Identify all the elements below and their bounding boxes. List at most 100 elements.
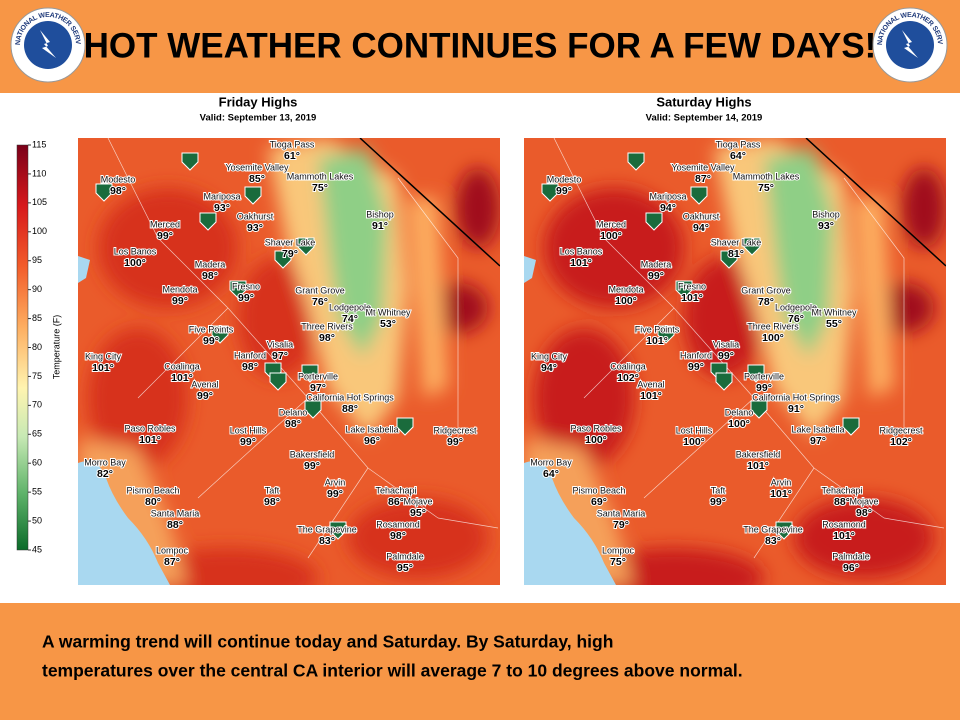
city-name: Lost Hills — [676, 425, 713, 435]
city-name: Bishop — [812, 209, 840, 219]
city-temp: 99° — [710, 496, 726, 508]
highway-shield — [199, 212, 217, 231]
colorbar-label: Temperature (F) — [51, 315, 61, 380]
city-temp: 97° — [810, 435, 826, 447]
city-name: Shaver Lake — [265, 237, 316, 247]
city-name: Los Banos — [114, 246, 157, 256]
city-temp: 55° — [826, 318, 842, 330]
city-name: Fresno — [232, 281, 260, 291]
city-name: Tehachapi — [821, 485, 862, 495]
highway-shield — [304, 400, 322, 419]
city-temp: 83° — [319, 535, 335, 547]
city-temp: 79° — [282, 248, 298, 260]
city-temp: 99° — [304, 460, 320, 472]
highway-shield — [645, 212, 663, 231]
highway-shield — [297, 237, 315, 256]
city-name: Five Points — [635, 324, 680, 334]
highway-shield — [750, 400, 768, 419]
city-temp: 99° — [688, 361, 704, 373]
county-lines — [107, 138, 499, 559]
cold-sierra — [764, 148, 834, 358]
ocean — [78, 461, 170, 585]
city-name: Arvin — [325, 477, 346, 487]
city-name: Fresno — [678, 281, 706, 291]
city-name: Merced — [150, 219, 180, 229]
city-name: Coalinga — [164, 361, 200, 371]
city-temp: 99° — [756, 382, 772, 394]
city-name: Lost Hills — [230, 425, 267, 435]
city-temp: 97° — [272, 350, 288, 362]
county-lines — [553, 138, 945, 559]
highway-shield — [720, 250, 738, 269]
city-temp: 96° — [843, 562, 859, 574]
city-name: The Grapevine — [297, 524, 357, 534]
city-name: Los Banos — [560, 246, 603, 256]
city-temp: 80° — [145, 496, 161, 508]
city-name: Palmdale — [832, 551, 870, 561]
city-temp: 95° — [397, 562, 413, 574]
city-name: Yosemite Valley — [225, 162, 289, 172]
highway-shield — [274, 250, 292, 269]
city-name: Grant Grove — [295, 285, 345, 295]
highway-shield — [269, 372, 287, 391]
city-temp: 91° — [372, 220, 388, 232]
city-temp: 99° — [172, 295, 188, 307]
city-name: Paso Robles — [570, 423, 622, 433]
city-name: Ridgecrest — [433, 425, 477, 435]
highway-shield — [627, 152, 645, 171]
ocean — [524, 461, 616, 585]
map-valid: Valid: September 14, 2019 — [646, 113, 763, 124]
highway-shield — [657, 325, 675, 344]
highway-shield — [675, 280, 693, 299]
city-temp: 102° — [890, 436, 912, 448]
city-name: Three Rivers — [301, 321, 353, 331]
city-temp: 100° — [585, 434, 607, 446]
highway-shield — [541, 183, 559, 202]
city-temp: 99° — [447, 436, 463, 448]
city-temp: 99° — [648, 270, 664, 282]
city-name: Shaver Lake — [711, 237, 762, 247]
city-temp: 76° — [312, 296, 328, 308]
city-temp: 75° — [610, 556, 626, 568]
city-name: Coalinga — [610, 361, 646, 371]
city-temp: 87° — [164, 556, 180, 568]
city-name: The Grapevine — [743, 524, 803, 534]
city-name: King City — [85, 351, 122, 361]
city-name: Lodgepole — [329, 302, 371, 312]
highway-shield — [301, 364, 319, 383]
logo-bolt — [902, 30, 918, 58]
highway-shield — [229, 280, 247, 299]
colorbar-tick-label: 100 — [32, 226, 47, 236]
city-temp: 64° — [543, 468, 559, 480]
city-temp: 101° — [92, 362, 114, 374]
city-temp: 96° — [364, 435, 380, 447]
city-temp: 64° — [730, 150, 746, 162]
city-name: Taft — [265, 485, 280, 495]
city-temp: 99° — [556, 185, 572, 197]
city-name: Arvin — [771, 477, 792, 487]
city-temp: 87° — [695, 173, 711, 185]
city-name: Three Rivers — [747, 321, 799, 331]
city-temp: 76° — [788, 313, 804, 325]
city-temp: 98° — [856, 507, 872, 519]
hot-area — [794, 498, 934, 578]
city-temp: 93° — [818, 220, 834, 232]
city-name: Visalia — [713, 339, 739, 349]
city-name: Tioga Pass — [716, 139, 761, 149]
city-temp: 93° — [247, 222, 263, 234]
city-name: Porterville — [298, 371, 338, 381]
highway-shield — [842, 417, 860, 436]
city-name: Modesto — [101, 174, 136, 184]
city-name: Santa Maria — [151, 508, 200, 518]
city-temp: 94° — [693, 222, 709, 234]
highway-shield — [211, 325, 229, 344]
city-temp: 94° — [541, 362, 557, 374]
city-name: Hanford — [680, 350, 712, 360]
city-name: Mojave — [403, 496, 432, 506]
city-name: Palmdale — [386, 551, 424, 561]
highway-shield — [244, 186, 262, 205]
city-temp: 75° — [312, 182, 328, 194]
city-name: Grant Grove — [741, 285, 791, 295]
state-border — [805, 138, 946, 267]
city-temp: 99° — [157, 230, 173, 242]
